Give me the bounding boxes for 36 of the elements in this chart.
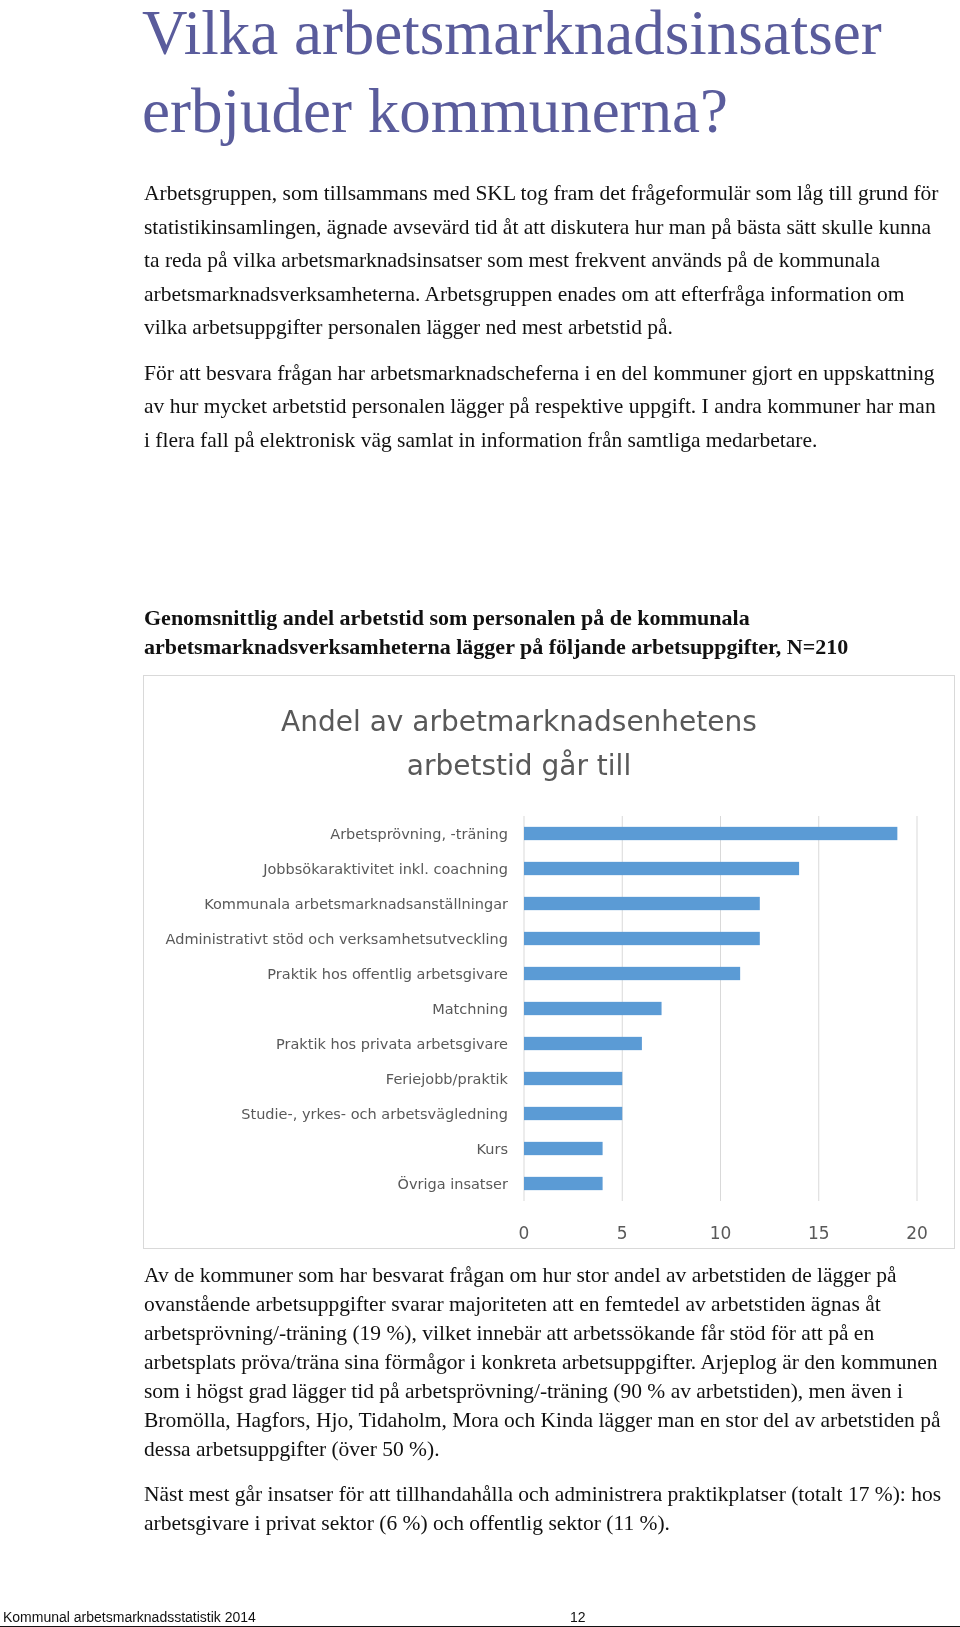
x-tick-label: 10 [709,1223,732,1243]
text: Av de kommuner som har besvarat frågan om hur stor andel av arbetstiden de lägger på ovanstående arbetsuppgifter svarar majoriteten att en femtedel av arbetstiden ägnas åt arbetsprövning/-träning (19 %), vilket innebär att arbetssökande får stöd för att på en arbetsplats pröva/träna sina förmågor i konkreta arbetsuppgifter. Arjeplog är den kommunen som i högst grad lägger tid på arbetsprövning/-träning (90 % av arbetstiden), men även i Bromölla, Hagfors, Hjo, Tidaholm, Mora och Kinda lägger man en stor del av arbetstiden på dessa arbetsuppgifter (över 50 %). [144,1262,942,1463]
bar [524,1036,642,1051]
y-tick-label: Arbetsprövning, -träning [330,825,508,842]
bar [524,1176,603,1191]
y-tick-label: Övriga insatser [397,1174,509,1192]
y-tick-label: Kommunala arbetsmarknadsanställningar [204,895,509,912]
bar [524,1071,623,1086]
x-tick-label: 0 [518,1223,530,1243]
y-tick-label: Administrativt stöd och verksamhetsutveckling [165,930,508,947]
text: Arbetsgruppen, som tillsammans med SKL tog fram det frågeformulär som låg till grund för statistikinsamlingen, ägnade avsevärd tid åt att diskutera hur man på bästa sätt skulle kunna ta reda på vilka arbetsmarknadsinsatser som mest frekvent används på de kommunala arbetsmarknadsverksamheterna. Arbetsgruppen enades om att efterfråga information om vilka arbetsuppgifter personalen lägger ned mest arbetstid på. [144,180,940,341]
text: Kommunal arbetsmarknadsstatistik 2014 [3,1609,256,1625]
text: Genomsnittlig andel arbetstid som personalen på de kommunala arbetsmarknadsverksamheterna lägger på följande arbetsuppgifter, N=210 [144,604,850,661]
y-tick-label: Studie-, yrkes- och arbetsvägledning [241,1105,508,1122]
y-tick-label: Jobbsökaraktivitet inkl. coachning [262,860,508,877]
bar [524,1106,623,1121]
bar [524,896,760,911]
text: Näst mest går insatser för att tillhandahålla och administrera praktikplatser (totalt 17 %): hos arbetsgivare i privat sektor (6 %) och offentlig sektor (11 %). [144,1481,943,1537]
y-tick-label: Feriejobb/praktik [385,1070,509,1087]
text: För att besvara frågan har arbetsmarknadscheferna i en del kommuner gjort en uppskattning av hur mycket arbetstid personalen lägger på respektive uppgift. I andra kommuner har man i flera fall på elektronisk väg samlat in information från samtliga medarbetare. [144,359,937,454]
x-tick-label: 5 [616,1223,628,1243]
bar [524,1001,662,1016]
bar [524,1141,603,1156]
bar [524,861,800,876]
x-tick-label: 15 [807,1223,830,1243]
x-tick-label: 20 [906,1223,928,1243]
chart-title: Andel av arbetmarknadsenhetens arbetstid går till [281,705,757,782]
y-tick-label: Praktik hos offentlig arbetsgivare [267,965,509,982]
bar [524,931,760,946]
bar [524,826,898,841]
bar [524,966,741,981]
text: Vilka arbetsmarknadsinsatser erbjuder kommunerna? [142,0,883,148]
text: 12 [570,1609,586,1625]
y-tick-label: Kurs [476,1140,508,1157]
y-tick-label: Matchning [432,1000,508,1017]
y-tick-label: Praktik hos privata arbetsgivare [276,1035,509,1052]
